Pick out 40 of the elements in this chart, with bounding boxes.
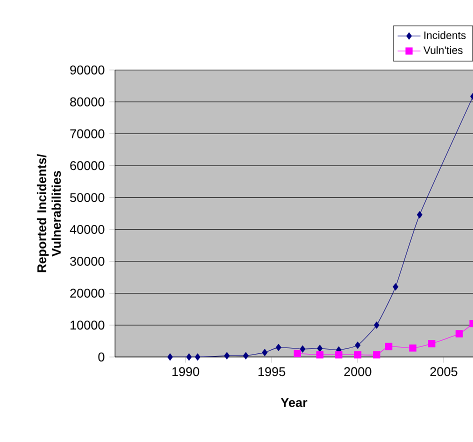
x-tick-label: 2000 <box>344 367 372 376</box>
point <box>385 342 392 350</box>
point <box>409 344 416 352</box>
point <box>224 352 230 360</box>
point <box>317 344 323 352</box>
y-tick-label: 20000 <box>70 288 104 298</box>
y-tick-label: 80000 <box>70 97 104 106</box>
point <box>243 352 249 360</box>
y-tick-label: 10000 <box>70 320 104 330</box>
y-tick-label: 30000 <box>70 256 104 266</box>
x-axis-title: Year <box>280 398 308 408</box>
legend-label: Vuln'ties <box>423 46 463 54</box>
point <box>428 340 436 348</box>
y-tick-label: 40000 <box>70 224 104 234</box>
y-tick-label: 0 <box>98 352 104 362</box>
point <box>354 342 360 349</box>
point <box>167 353 173 361</box>
point <box>276 344 282 352</box>
y-tick-label: 90000 <box>70 66 104 74</box>
point <box>373 351 380 358</box>
x-tick-label: 1990 <box>172 367 200 376</box>
y-tick-label: 50000 <box>70 193 104 202</box>
point <box>186 353 192 361</box>
point <box>374 322 380 329</box>
point <box>300 345 306 353</box>
point <box>354 351 362 358</box>
y-tick-label: 70000 <box>70 129 104 138</box>
legend-label: Incidents <box>424 31 466 40</box>
point <box>416 211 422 218</box>
y-axis-title: Reported Incidents/ Vulnerabilities <box>36 154 61 272</box>
x-tick-label: 2005 <box>430 367 458 376</box>
point <box>316 351 324 358</box>
point <box>262 348 268 356</box>
point <box>294 350 302 358</box>
point <box>456 330 463 338</box>
point <box>194 353 200 361</box>
x-tick-label: 1995 <box>258 367 286 376</box>
point <box>392 283 398 290</box>
point <box>335 351 342 358</box>
y-tick-label: 60000 <box>70 161 104 170</box>
